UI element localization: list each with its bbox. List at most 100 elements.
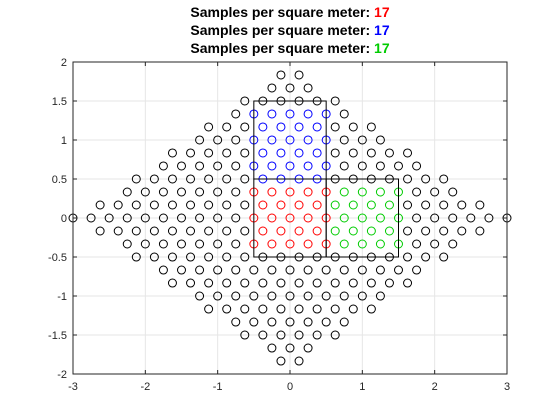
sample-point (267, 161, 277, 171)
sample-point (484, 213, 494, 223)
sample-point (86, 213, 96, 223)
sample-point (457, 200, 467, 210)
sample-point (240, 226, 250, 236)
sample-point (439, 174, 449, 184)
sample-point (339, 239, 349, 249)
title-prefix: Samples per square meter: (190, 40, 375, 56)
sample-point (177, 265, 186, 275)
sample-point (348, 226, 358, 236)
sample-point (366, 226, 376, 236)
sample-point (384, 200, 394, 210)
sample-point (204, 304, 214, 314)
sample-point (231, 317, 241, 327)
title-count-blue: 17 (374, 22, 390, 38)
sample-point (348, 304, 358, 314)
sample-point (195, 265, 205, 275)
sample-point (267, 317, 277, 327)
sample-point (285, 109, 295, 119)
sample-point (240, 330, 250, 340)
sample-point (312, 304, 322, 314)
chart-title-blue: Samples per square meter: 17 (0, 22, 560, 38)
sample-point (276, 200, 286, 210)
sample-point (258, 226, 268, 236)
sample-point (448, 239, 458, 249)
y-tick-label: 1.5 (52, 96, 67, 108)
sample-point (240, 200, 250, 210)
sample-point (339, 135, 349, 145)
sample-point (412, 239, 422, 249)
title-count-green: 17 (374, 40, 390, 56)
sample-point (222, 278, 232, 288)
sample-point (330, 96, 340, 106)
sample-point (177, 187, 186, 197)
sample-point (167, 200, 177, 210)
sample-point (122, 239, 132, 249)
sample-point (448, 187, 458, 197)
sample-point (177, 161, 186, 171)
sample-point (213, 213, 223, 223)
sample-point (403, 226, 413, 236)
sample-point (348, 122, 358, 132)
axis-ticks (72, 61, 508, 375)
y-tick-label: 0 (61, 213, 67, 225)
sample-point (258, 148, 268, 158)
sample-point (403, 278, 413, 288)
y-tick-label: -1 (57, 291, 67, 303)
sample-point (430, 187, 440, 197)
sample-point (457, 226, 467, 236)
sample-point (249, 317, 259, 327)
sample-point (222, 174, 232, 184)
sample-point (276, 122, 286, 132)
sample-point (140, 239, 150, 249)
sample-point (177, 213, 186, 223)
sample-point (276, 226, 286, 236)
sample-point (366, 122, 376, 132)
sample-point (357, 213, 367, 223)
sample-point (321, 317, 331, 327)
sample-point (213, 291, 223, 301)
sample-point (312, 278, 322, 288)
sample-point (330, 148, 340, 158)
sample-point (303, 109, 313, 119)
sample-point (113, 226, 123, 236)
sample-point (448, 213, 458, 223)
sample-point (104, 213, 114, 223)
sample-point (158, 239, 168, 249)
sample-point (294, 226, 304, 236)
x-tick-label: 0 (287, 381, 293, 393)
x-tick-label: 1 (359, 381, 365, 393)
sample-point (195, 135, 205, 145)
sample-point (267, 343, 277, 353)
sample-point (421, 174, 431, 184)
y-tick-label: -1.5 (48, 330, 67, 342)
region-rectangles (253, 100, 399, 258)
sample-point (167, 226, 177, 236)
sample-point (285, 213, 295, 223)
sample-point (222, 200, 232, 210)
sample-point (303, 83, 313, 93)
sample-point (231, 161, 241, 171)
sample-point (294, 70, 304, 80)
sample-point (285, 83, 295, 93)
sample-point (384, 278, 394, 288)
sample-point (366, 304, 376, 314)
sample-point (366, 148, 376, 158)
sample-point (384, 226, 394, 236)
region-rectangle (325, 178, 399, 258)
sample-point (267, 83, 277, 93)
sample-point (195, 187, 205, 197)
sample-point (177, 239, 186, 249)
sample-point (213, 187, 223, 197)
sample-point (403, 200, 413, 210)
sample-point (222, 226, 232, 236)
sample-point (213, 161, 223, 171)
sample-point (195, 239, 205, 249)
sample-point (204, 252, 214, 262)
sample-point (204, 200, 214, 210)
sample-point (158, 161, 168, 171)
sample-point (330, 200, 340, 210)
sample-point (267, 187, 277, 197)
sample-point (131, 226, 141, 236)
sample-point (394, 265, 403, 275)
